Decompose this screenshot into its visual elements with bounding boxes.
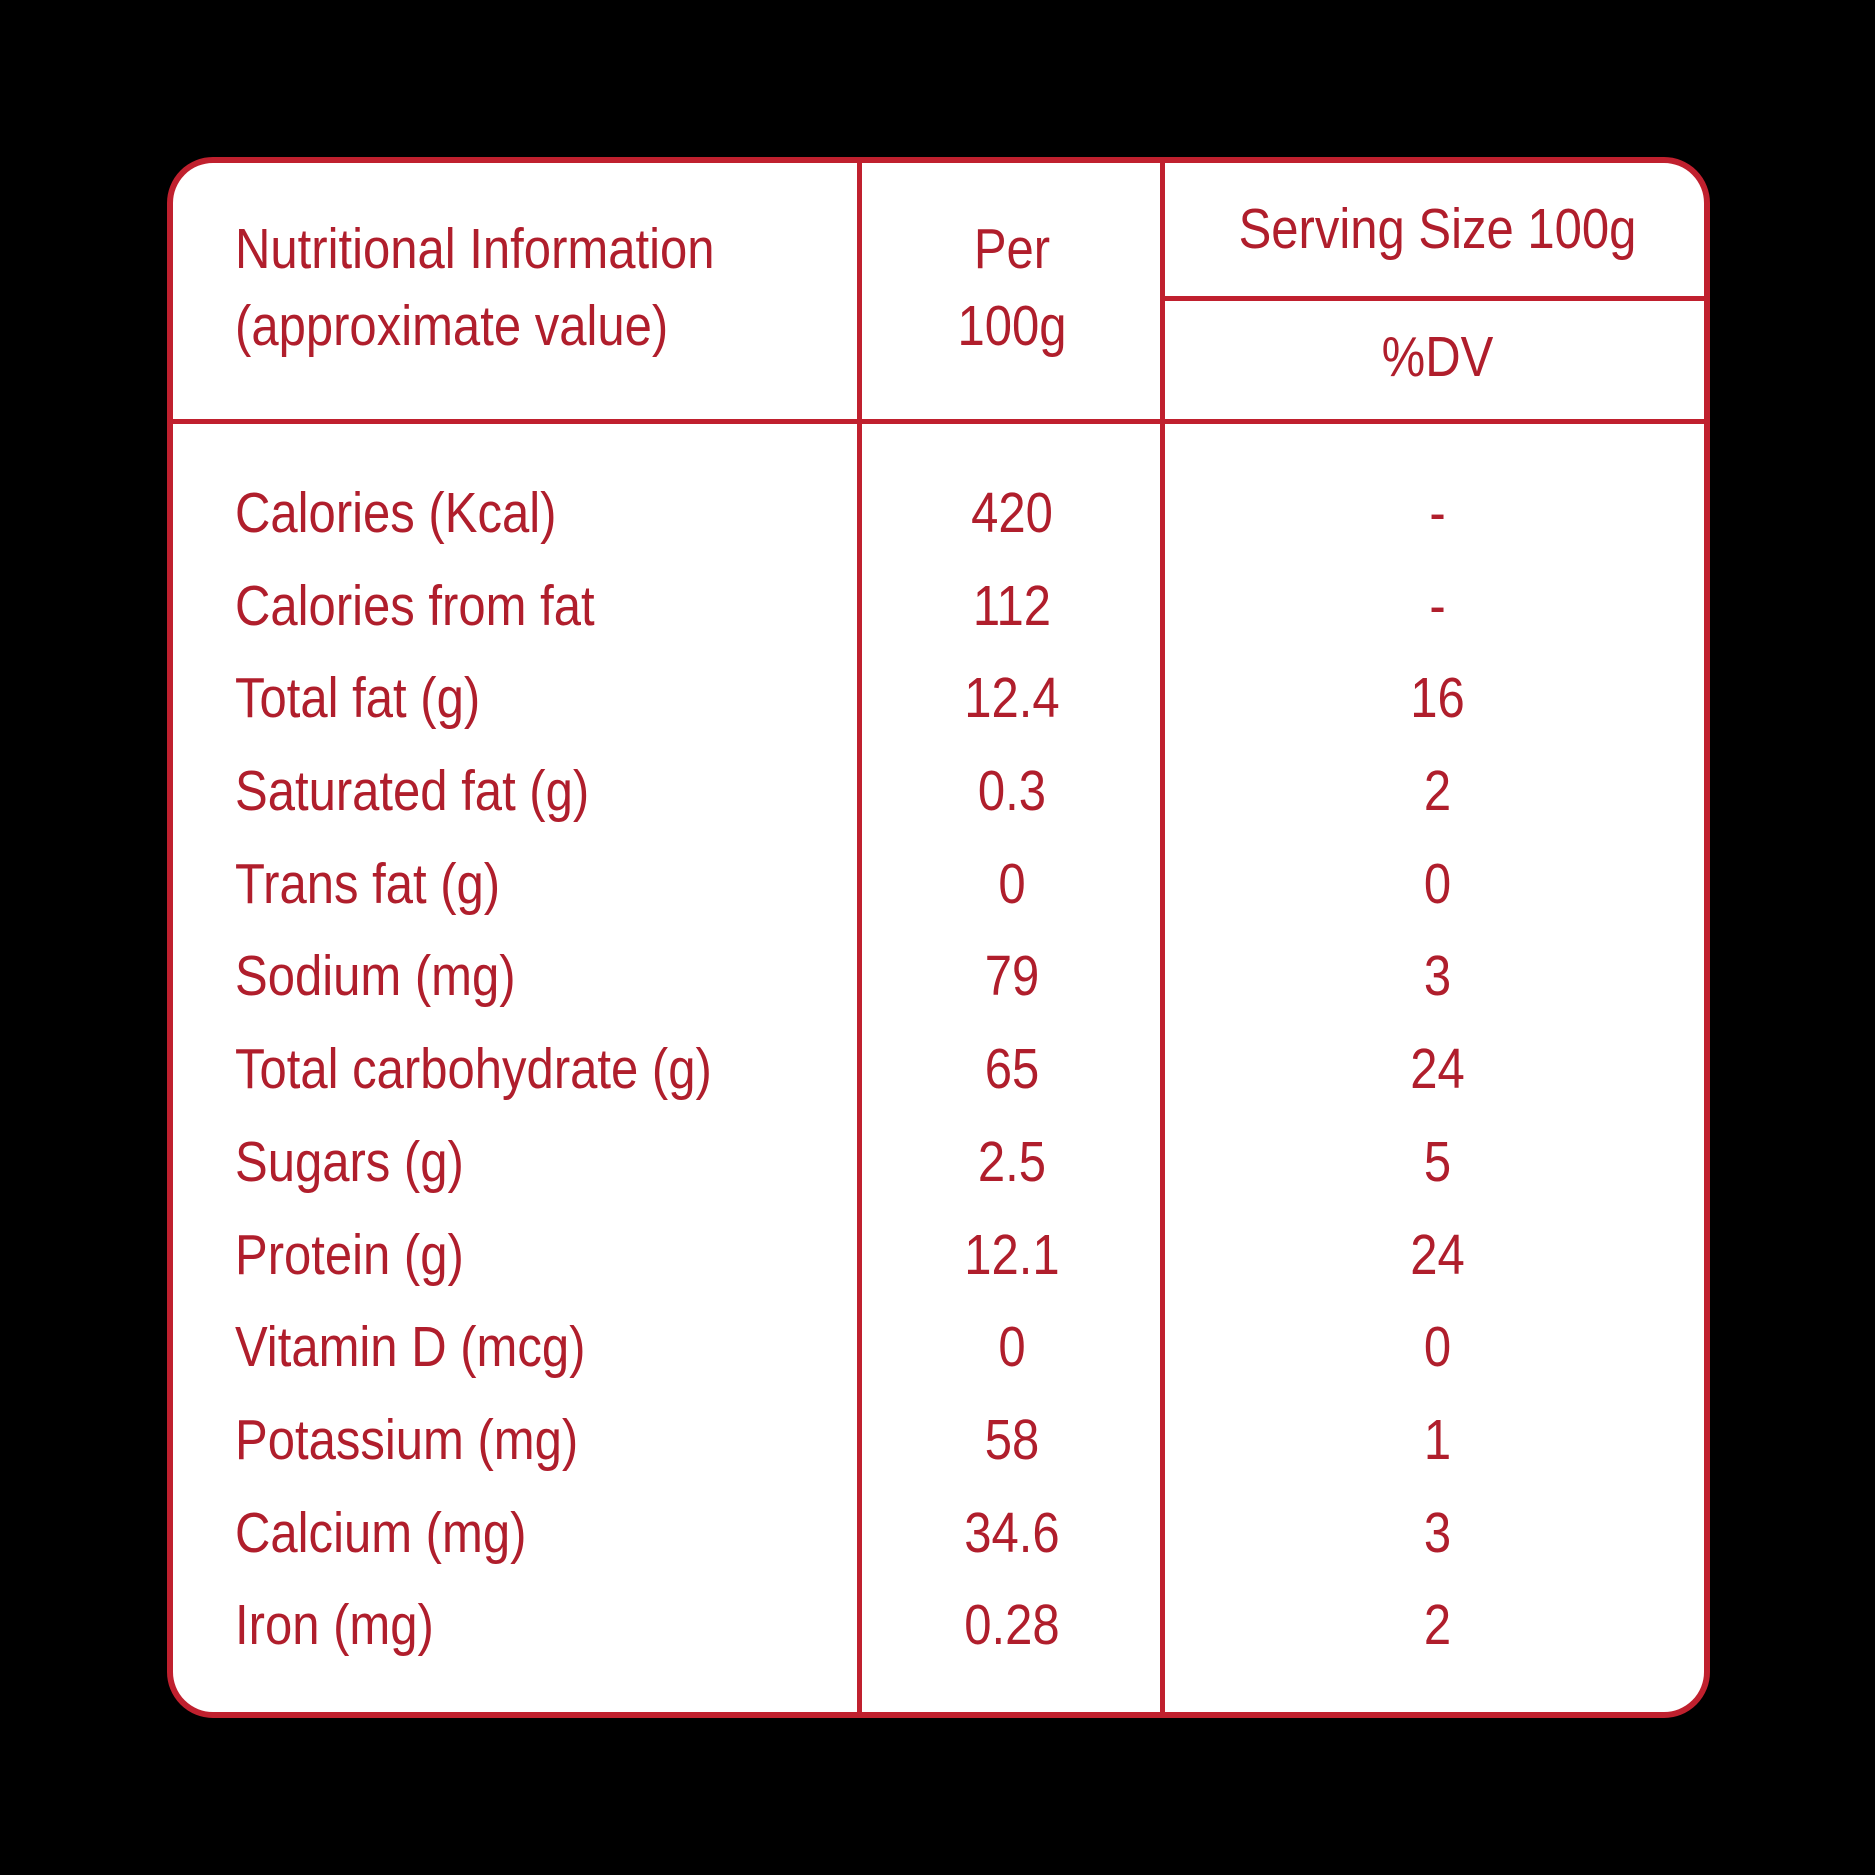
nutrient-name: Total carbohydrate (g)	[235, 1037, 712, 1102]
nutrient-dv: 0	[1423, 1315, 1452, 1380]
nutrient-dv: 3	[1423, 944, 1452, 1009]
table-row: Vitamin D (mcg) 0 0	[173, 1319, 1704, 1412]
table-row: Protein (g) 12.1 24	[173, 1222, 1704, 1320]
per-amount-header: 100g	[957, 294, 1067, 358]
table-row: Iron (mg) 0.28 2	[173, 1597, 1704, 1690]
nutrient-dv: 1	[1423, 1407, 1452, 1472]
nutrient-name: Potassium (mg)	[235, 1407, 579, 1472]
nutrient-per-100g: 0	[998, 1315, 1026, 1380]
nutrient-name: Vitamin D (mcg)	[235, 1315, 586, 1380]
nutrient-name: Iron (mg)	[235, 1593, 434, 1658]
table-row: Calories from fat 112 -	[173, 573, 1704, 671]
nutrient-dv: -	[1429, 481, 1446, 545]
nutrient-dv: 16	[1410, 666, 1465, 731]
nutrient-dv: 2	[1423, 1593, 1452, 1658]
nutrient-per-100g: 2.5	[977, 1129, 1047, 1194]
nutrient-per-100g: 0.28	[964, 1593, 1060, 1658]
table-row: Calcium (mg) 34.6 3	[173, 1500, 1704, 1598]
serving-size-header: Serving Size 100g	[1238, 197, 1637, 261]
nutrient-dv: 0	[1423, 851, 1452, 916]
nutrient-dv: 3	[1423, 1500, 1452, 1565]
nutrient-name: Trans fat (g)	[235, 851, 501, 916]
header-divider	[173, 419, 1704, 424]
nutrient-name: Calories (Kcal)	[235, 481, 557, 545]
nutrient-name: Sugars (g)	[235, 1129, 464, 1194]
column-divider	[857, 163, 862, 1712]
dv-header: %DV	[1381, 325, 1494, 389]
nutrient-name: Calories from fat	[235, 573, 595, 638]
table-subtitle: (approximate value)	[235, 294, 669, 358]
table-row: Saturated fat (g) 0.3 2	[173, 763, 1704, 856]
nutrient-name: Calcium (mg)	[235, 1500, 527, 1565]
table-row: Potassium (mg) 58 1	[173, 1407, 1704, 1505]
nutrient-per-100g: 12.1	[964, 1222, 1060, 1287]
serving-divider	[1163, 296, 1704, 301]
nutrient-dv: 5	[1423, 1129, 1452, 1194]
per-header: Per	[973, 217, 1051, 281]
nutrient-dv: -	[1429, 573, 1446, 638]
nutrient-per-100g: 420	[971, 481, 1053, 545]
table-row: Total carbohydrate (g) 65 24	[173, 1041, 1704, 1134]
table-row: Calories (Kcal) 420 -	[173, 485, 1704, 578]
nutrition-table: Nutritional Information (approximate val…	[167, 157, 1710, 1718]
nutrient-name: Saturated fat (g)	[235, 759, 590, 824]
nutrient-name: Sodium (mg)	[235, 944, 516, 1009]
table-row: Total fat (g) 12.4 16	[173, 670, 1704, 763]
nutrient-per-100g: 58	[984, 1407, 1040, 1472]
table-row: Trans fat (g) 0 0	[173, 851, 1704, 949]
nutrient-rows: Calories (Kcal) 420 - Calories from fat …	[173, 485, 1704, 1690]
nutrient-per-100g: 0	[998, 851, 1026, 916]
nutrient-per-100g: 79	[984, 944, 1040, 1009]
nutrient-name: Total fat (g)	[235, 666, 481, 731]
nutrient-per-100g: 12.4	[964, 666, 1060, 731]
table-title: Nutritional Information	[235, 217, 715, 281]
nutrient-per-100g: 0.3	[977, 759, 1047, 824]
nutrient-dv: 24	[1410, 1222, 1465, 1287]
table-row: Sodium (mg) 79 3	[173, 948, 1704, 1041]
nutrient-per-100g: 65	[984, 1037, 1040, 1102]
nutrient-dv: 2	[1423, 759, 1452, 824]
table-row: Sugars (g) 2.5 5	[173, 1129, 1704, 1227]
column-divider	[1160, 163, 1165, 1712]
nutrient-name: Protein (g)	[235, 1222, 464, 1287]
nutrient-per-100g: 112	[972, 573, 1052, 638]
nutrient-per-100g: 34.6	[964, 1500, 1060, 1565]
nutrient-dv: 24	[1410, 1037, 1465, 1102]
